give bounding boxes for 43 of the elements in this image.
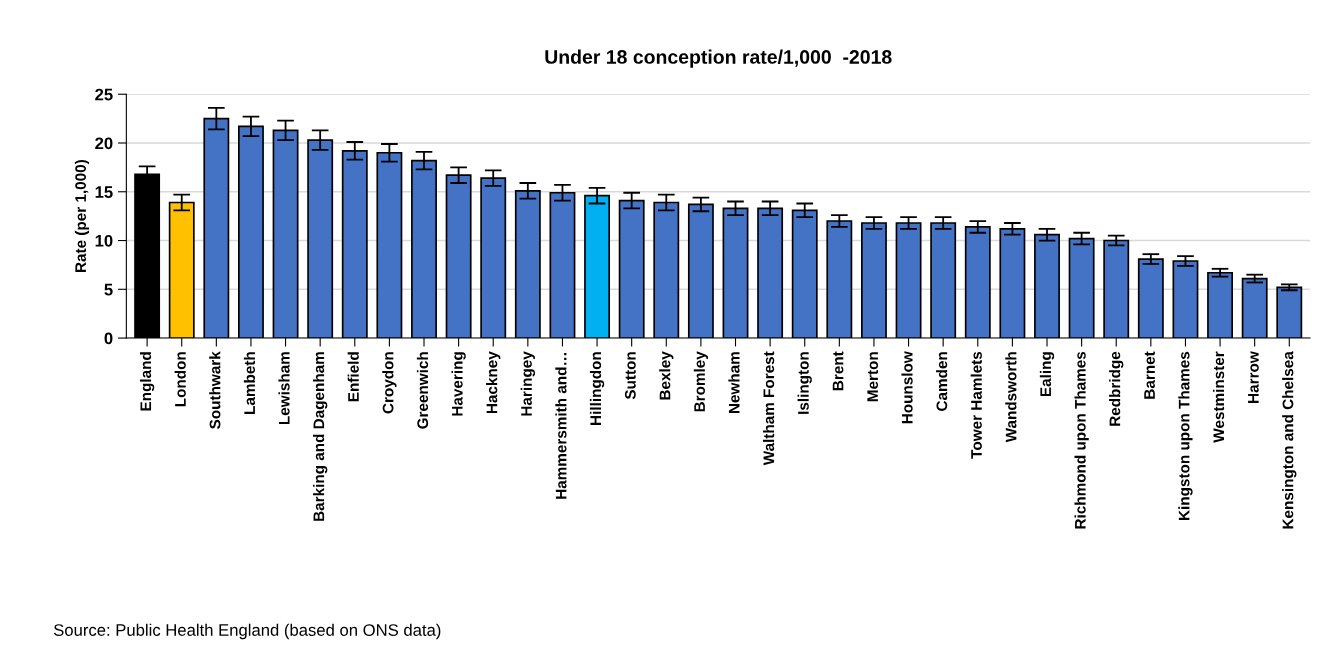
x-tick-label: Lewisham [278,352,290,425]
x-tick-label: Bexley [659,351,674,400]
x-tick-label: Islington [797,352,812,414]
x-tick-label: Brent [832,351,844,391]
x-tick-label: Bromley [693,351,709,412]
x-tick-label: Harrow [1248,351,1259,403]
x-tick-label: Greenwich [416,352,429,429]
x-tick-label: Kensington and Chelsea [1282,351,1297,529]
x-tick-label: Hounslow [901,351,913,424]
x-tick-label: Hillingdon [589,352,605,425]
y-tick-label: 0 [104,332,113,345]
x-tick-label: Lambeth [243,352,256,414]
x-tick-label: Waltham Forest [763,351,775,466]
x-tick-label: Richmond upon Thames [1074,351,1089,529]
x-tick-label: Barnet [1144,351,1155,399]
x-tick-label: Southwark [209,351,221,429]
x-tick-label: Tower Hamlets [970,351,982,459]
x-tick-label: London [174,352,186,407]
x-tick-label: Havering [451,352,466,416]
x-tick-label: Westminster [1212,351,1225,443]
x-tick-label: England [139,352,155,411]
y-tick-label: 25 [95,88,113,101]
source-note: Source: Public Health England (based on ONS data) [53,623,441,640]
x-tick-label: Barking and Dagenham [313,352,328,521]
x-tick-label: Hackney [486,351,501,414]
x-tick-label: Sutton [624,352,636,400]
x-tick-label: Wandsworth [1005,352,1017,443]
y-tick-label: 5 [104,283,113,296]
x-tick-label: Kingston upon Thames [1178,351,1193,520]
x-tick-label: Ealing [1039,352,1055,397]
y-axis-title: Rate (per 1,000) [74,160,90,273]
x-tick-label: Hammersmith and… [555,352,567,499]
x-tick-label: Haringey [520,351,535,416]
x-tick-label: Newham [728,352,740,414]
y-tick-label: 20 [95,137,113,150]
y-tick-label: 10 [95,234,113,247]
y-tick-label: 15 [95,186,113,198]
x-tick-label: Redbridge [1109,351,1124,426]
x-tick-label: Camden [936,352,948,411]
chart-title: Under 18 conception rate/1,000 -2018 [545,49,892,68]
x-tick-label: Enfield [347,352,359,402]
x-tick-label: Croydon [382,352,397,414]
x-tick-label: Merton [867,352,879,402]
